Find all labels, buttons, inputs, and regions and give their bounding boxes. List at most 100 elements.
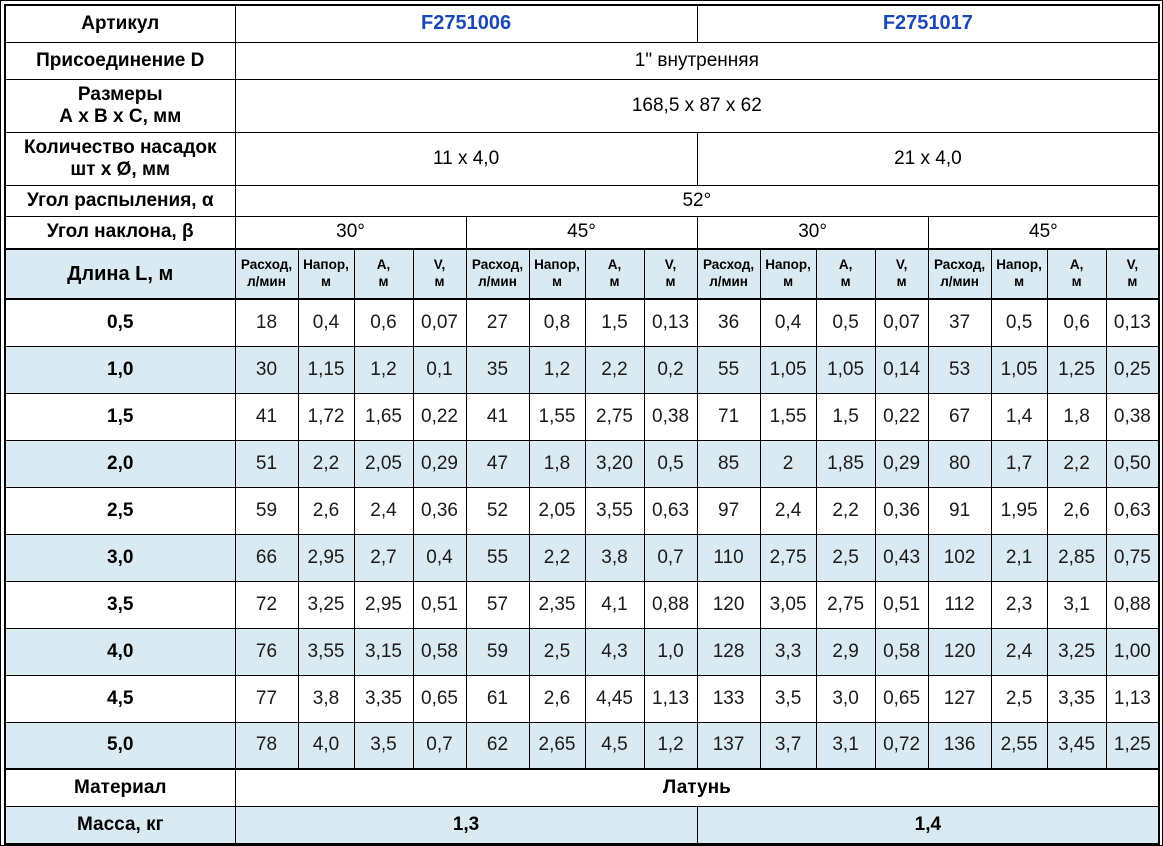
length-cell: 5,0 [4,721,236,770]
value-cell: 78 [234,721,299,770]
table-row: 4,5 77 3,8 3,35 0,65 61 2,6 4,45 1,13 133 3,5 3,0 0,… [4,674,1160,723]
subheader-cell: А, м [815,248,876,300]
value-cell: 2,4 [353,486,414,535]
value-cell: 0,7 [412,721,467,770]
value-cell: 0,22 [412,392,467,441]
value-cell: 2,2 [297,439,355,488]
value-cell: 51 [234,439,299,488]
value-cell: 1,15 [297,345,355,394]
value-cell: 2,35 [528,580,586,629]
value-cell: 0,4 [297,298,355,347]
value-cell: 0,88 [1105,580,1160,629]
value-cell: 2,75 [759,533,817,582]
length-cell: 0,5 [4,298,236,347]
value-cell: 0,5 [815,298,876,347]
value-cell: 0,1 [412,345,467,394]
value-cell: 0,58 [412,627,467,676]
length-header: Длина L, м [4,248,236,300]
value-cell: 76 [234,627,299,676]
value-cell: 3,20 [584,439,645,488]
value-cell: 2,6 [297,486,355,535]
value-cell: 2,6 [1046,486,1107,535]
value-cell: 2,5 [990,674,1048,723]
mass-label: Масса, кг [4,805,236,845]
article-number-2: F2751017 [696,4,1160,43]
mass-row: Масса, кг 1,3 1,4 [4,805,1160,845]
value-cell: 1,5 [584,298,645,347]
value-cell: 18 [234,298,299,347]
tilt-angle-label: Угол наклона, β [4,215,236,250]
value-cell: 1,25 [1046,345,1107,394]
value-cell: 3,25 [297,580,355,629]
value-cell: 3,25 [1046,627,1107,676]
table-row: 2,0 51 2,2 2,05 0,29 47 1,8 3,20 0,5 85 2 1,85 0,29 8… [4,439,1160,488]
value-cell: 72 [234,580,299,629]
value-cell: 52 [465,486,530,535]
connection-value: 1" внутренняя [234,41,1160,80]
value-cell: 2,95 [297,533,355,582]
subheader-cell: V, м [643,248,698,300]
value-cell: 1,05 [815,345,876,394]
subheader-cell: А, м [353,248,414,300]
value-cell: 1,2 [353,345,414,394]
value-cell: 3,1 [1046,580,1107,629]
value-cell: 91 [927,486,992,535]
value-cell: 2,2 [1046,439,1107,488]
value-cell: 2,05 [528,486,586,535]
value-cell: 2,05 [353,439,414,488]
length-cell: 3,0 [4,533,236,582]
subheader-cell: А, м [584,248,645,300]
value-cell: 2,2 [528,533,586,582]
connection-label: Присоединение D [4,41,236,80]
value-cell: 0,63 [643,486,698,535]
value-cell: 1,95 [990,486,1048,535]
value-cell: 66 [234,533,299,582]
tilt-angle-row: Угол наклона, β 30° 45° 30° 45° [4,215,1160,250]
value-cell: 2,85 [1046,533,1107,582]
length-cell: 4,0 [4,627,236,676]
value-cell: 0,29 [412,439,467,488]
dimensions-row: Размеры А х В х С, мм 168,5 х 87 х 62 [4,78,1160,133]
value-cell: 2,4 [759,486,817,535]
value-cell: 3,8 [297,674,355,723]
value-cell: 97 [696,486,761,535]
value-cell: 67 [927,392,992,441]
value-cell: 0,13 [1105,298,1160,347]
length-cell: 2,5 [4,486,236,535]
value-cell: 0,51 [874,580,929,629]
value-cell: 2,2 [815,486,876,535]
value-cell: 102 [927,533,992,582]
spray-angle-row: Угол распыления, α 52° [4,184,1160,217]
value-cell: 1,8 [1046,392,1107,441]
value-cell: 27 [465,298,530,347]
subheader-cell: А, м [1046,248,1107,300]
spray-angle-value: 52° [234,184,1160,217]
product-spec-table: Артикул F2751006 F2751017 Присоединение … [4,4,1161,845]
value-cell: 112 [927,580,992,629]
value-cell: 2,6 [528,674,586,723]
connection-row: Присоединение D 1" внутренняя [4,41,1160,80]
table-row: 1,5 41 1,72 1,65 0,22 41 1,55 2,75 0,38 71 1,55 1,5… [4,392,1160,441]
subheader-cell: Напор, м [759,248,817,300]
value-cell: 77 [234,674,299,723]
value-cell: 2,65 [528,721,586,770]
dimensions-value: 168,5 х 87 х 62 [234,78,1160,133]
value-cell: 2,7 [353,533,414,582]
value-cell: 2,95 [353,580,414,629]
value-cell: 3,0 [815,674,876,723]
value-cell: 3,35 [1046,674,1107,723]
table-row: 1,0 30 1,15 1,2 0,1 35 1,2 2,2 0,2 55 1,05 1,05 0,14… [4,345,1160,394]
value-cell: 110 [696,533,761,582]
value-cell: 3,55 [297,627,355,676]
value-cell: 2,75 [815,580,876,629]
value-cell: 127 [927,674,992,723]
value-cell: 0,14 [874,345,929,394]
value-cell: 2,1 [990,533,1048,582]
value-cell: 3,7 [759,721,817,770]
value-cell: 0,4 [759,298,817,347]
value-cell: 0,6 [353,298,414,347]
value-cell: 0,2 [643,345,698,394]
value-cell: 71 [696,392,761,441]
